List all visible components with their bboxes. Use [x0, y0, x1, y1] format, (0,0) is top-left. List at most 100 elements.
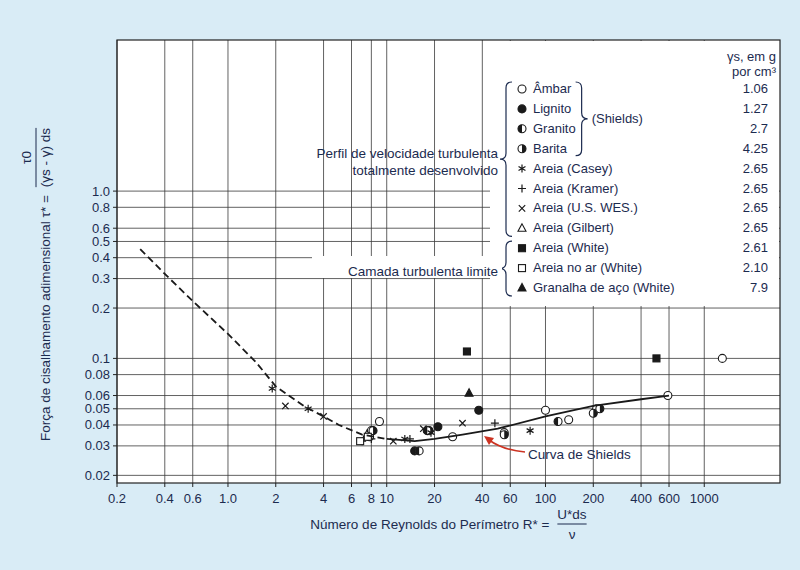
annotations: Perfil de velocidade turbulenta totalment…: [312, 146, 631, 462]
marker-shape: [504, 431, 508, 439]
chart: 0.20.40.61.02468102040601002004006001000…: [0, 0, 800, 570]
x-tick-label: 600: [658, 491, 680, 506]
y-tick-label: 0.04: [85, 417, 110, 432]
marker-shape: [357, 438, 364, 445]
legend-density: 7.9: [750, 280, 768, 295]
y-tick-label: 1.0: [92, 184, 110, 199]
y-tick-label: 0.5: [92, 234, 110, 249]
x-tick-label: 20: [427, 491, 441, 506]
data-point: [282, 403, 288, 409]
data-point: [527, 427, 534, 435]
x-tick-label: 0.2: [108, 491, 126, 506]
legend-title: γs, em g: [727, 49, 776, 64]
y-tick-label: 0.4: [92, 250, 110, 265]
x-tick-label: 4: [320, 491, 327, 506]
legend-group-brace: [576, 82, 588, 156]
x-tick-label: 200: [582, 491, 604, 506]
marker-shape: [420, 426, 426, 432]
annotation-brace: [500, 82, 512, 236]
legend-density: 2.65: [743, 181, 768, 196]
data-point: [541, 406, 549, 414]
legend-marker: [519, 205, 525, 211]
plot-area: [117, 40, 780, 483]
y-tick-label: 0.05: [85, 401, 110, 416]
data-point: [459, 420, 465, 426]
marker-shape: [518, 125, 526, 133]
data-point: [500, 431, 508, 439]
y-grid-line: [117, 424, 780, 425]
y-grid-line: [117, 395, 780, 396]
marker-shape: [600, 405, 604, 413]
legend-box: [490, 41, 779, 306]
y-tick-label: 0.6: [92, 221, 110, 236]
marker-shape: [320, 413, 326, 419]
x-axis-label: Número de Reynolds do Perímetro R* =U*ds…: [310, 507, 587, 542]
annotation-text: totalmente desenvolvido: [352, 163, 498, 178]
legend-label: Lignito: [533, 101, 571, 116]
legend-marker: [519, 265, 526, 272]
y-grid-line: [117, 374, 780, 375]
legend-marker: [519, 245, 526, 252]
x-axis-fraction-bar: [557, 524, 586, 525]
annotation-text: Perfil de velocidade turbulenta: [316, 146, 498, 161]
annotation-text: Curva de Shields: [528, 447, 631, 462]
legend-label: Areia (White): [533, 240, 609, 255]
legend-density: 2.10: [743, 260, 768, 275]
x-tick-label: 2: [272, 491, 279, 506]
legend-density: 1.06: [743, 81, 768, 96]
marker-shape: [373, 427, 377, 435]
y-tick-label: 0.1: [92, 351, 110, 366]
x-tick-label: 6: [348, 491, 355, 506]
y-tick-label: 0.3: [92, 271, 110, 286]
data-point: [463, 348, 470, 355]
marker-shape: [519, 265, 526, 272]
marker-shape: [518, 284, 526, 292]
legend-density: 1.27: [743, 101, 768, 116]
y-grid-line: [117, 445, 780, 446]
shields-curve: [140, 249, 387, 439]
legend-group-label: (Shields): [592, 111, 643, 126]
legend-density: 2.65: [743, 161, 768, 176]
legend-label: Areia (Gilbert): [533, 220, 614, 235]
marker-shape: [541, 406, 549, 414]
legend-marker: [518, 105, 526, 113]
x-tick-label: 1000: [690, 491, 719, 506]
y-axis-fraction-bar: [36, 128, 37, 187]
x-tick-label: 10: [379, 491, 393, 506]
marker-shape: [518, 105, 526, 113]
grid: [113, 40, 780, 487]
data-point: [718, 354, 726, 362]
marker-shape: [519, 245, 526, 252]
marker-shape: [518, 145, 526, 153]
data-point: [465, 389, 473, 397]
annotation-text: Camada turbulenta limite: [348, 264, 498, 279]
y-tick-label: 0.8: [92, 200, 110, 215]
data-point: [434, 423, 442, 431]
legend-label: Areia (Kramer): [533, 181, 618, 196]
y-tick-label: 0.06: [85, 388, 110, 403]
legend-label: Areia (Casey): [533, 161, 612, 176]
legend-marker: [518, 125, 526, 133]
x-grid-line: [275, 40, 276, 483]
x-grid-line: [227, 40, 228, 483]
marker-shape: [565, 416, 573, 424]
legend-label: Âmbar: [533, 81, 572, 96]
legend-density: 2.65: [743, 200, 768, 215]
legend-label: Granito: [533, 121, 576, 136]
annotation-arrow: [489, 440, 525, 452]
legend-label: Areia no ar (White): [533, 260, 642, 275]
y-grid-line: [117, 475, 780, 476]
y-axis-denominator: (γs - γ) ds: [38, 128, 53, 187]
shields-curve: [387, 396, 669, 442]
marker-shape: [554, 417, 558, 425]
marker-shape: [527, 427, 534, 435]
marker-shape: [465, 389, 473, 397]
data-point: [375, 417, 383, 425]
x-grid-line: [164, 40, 165, 483]
x-tick-label: 0.6: [184, 491, 202, 506]
marker-shape: [491, 419, 499, 427]
y-grid-line: [117, 358, 780, 359]
data-point: [475, 406, 483, 414]
x-tick-label: 60: [503, 491, 517, 506]
data-point: [491, 419, 499, 427]
